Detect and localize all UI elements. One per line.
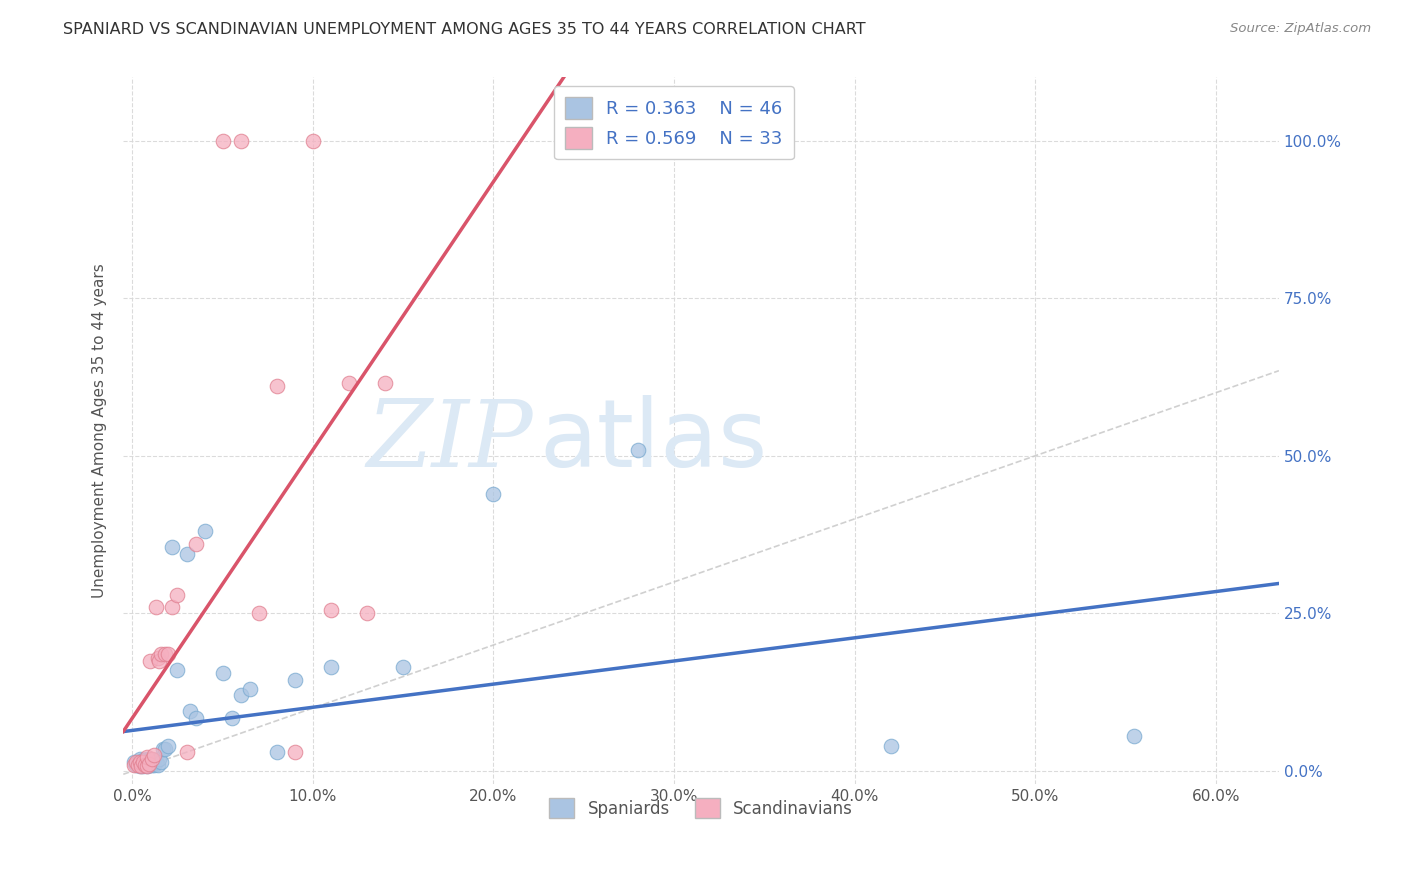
Point — [148, 654, 170, 668]
Point — [284, 673, 307, 687]
Point — [166, 663, 188, 677]
Point — [284, 745, 307, 759]
Point — [139, 751, 162, 765]
Point — [138, 757, 160, 772]
Point — [132, 755, 155, 769]
Point — [160, 541, 183, 555]
Point — [143, 757, 166, 772]
Point — [131, 755, 153, 769]
Point — [150, 755, 173, 769]
Point — [239, 682, 262, 697]
Point — [356, 607, 378, 621]
Point — [148, 751, 170, 765]
Point — [138, 756, 160, 771]
Point — [337, 376, 360, 391]
Point — [153, 648, 176, 662]
Point — [211, 134, 233, 148]
Point — [132, 759, 155, 773]
Point — [145, 600, 167, 615]
Point — [266, 379, 288, 393]
Point — [184, 710, 207, 724]
Point — [193, 524, 215, 539]
Point — [247, 607, 270, 621]
Point — [157, 739, 180, 753]
Text: SPANIARD VS SCANDINAVIAN UNEMPLOYMENT AMONG AGES 35 TO 44 YEARS CORRELATION CHAR: SPANIARD VS SCANDINAVIAN UNEMPLOYMENT AM… — [63, 22, 866, 37]
Point — [211, 666, 233, 681]
Point — [153, 742, 176, 756]
Point — [132, 753, 155, 767]
Point — [134, 757, 156, 772]
Point — [143, 748, 166, 763]
Point — [179, 704, 201, 718]
Point — [128, 755, 150, 769]
Point — [122, 757, 145, 772]
Point — [125, 755, 148, 769]
Point — [141, 751, 163, 765]
Point — [482, 486, 505, 500]
Point — [143, 753, 166, 767]
Point — [176, 547, 198, 561]
Point — [150, 648, 173, 662]
Point — [128, 751, 150, 765]
Point — [302, 134, 325, 148]
Point — [141, 755, 163, 769]
Point — [135, 751, 157, 765]
Text: Source: ZipAtlas.com: Source: ZipAtlas.com — [1230, 22, 1371, 36]
Point — [139, 654, 162, 668]
Point — [880, 739, 903, 753]
Point — [184, 537, 207, 551]
Y-axis label: Unemployment Among Ages 35 to 44 years: Unemployment Among Ages 35 to 44 years — [93, 263, 107, 598]
Point — [145, 755, 167, 769]
Point — [135, 759, 157, 773]
Text: ZIP: ZIP — [367, 396, 533, 486]
Point — [157, 648, 180, 662]
Point — [138, 755, 160, 769]
Point — [134, 755, 156, 769]
Point — [176, 745, 198, 759]
Point — [392, 660, 415, 674]
Point — [160, 600, 183, 615]
Point — [131, 757, 153, 772]
Point — [266, 745, 288, 759]
Point — [127, 755, 149, 769]
Point — [135, 759, 157, 773]
Point — [146, 757, 169, 772]
Point — [166, 588, 188, 602]
Point — [125, 757, 148, 772]
Point — [128, 759, 150, 773]
Point — [229, 689, 252, 703]
Point — [319, 660, 342, 674]
Legend: Spaniards, Scandinavians: Spaniards, Scandinavians — [543, 791, 859, 825]
Point — [122, 755, 145, 769]
Point — [127, 757, 149, 772]
Point — [134, 757, 156, 772]
Text: atlas: atlas — [540, 395, 768, 487]
Point — [627, 442, 650, 457]
Point — [152, 742, 174, 756]
Point — [139, 757, 162, 772]
Point — [374, 376, 396, 391]
Point — [146, 650, 169, 665]
Point — [141, 757, 163, 772]
Point — [221, 710, 243, 724]
Point — [1123, 730, 1146, 744]
Point — [135, 750, 157, 764]
Point — [319, 603, 342, 617]
Point — [229, 134, 252, 148]
Point — [131, 759, 153, 773]
